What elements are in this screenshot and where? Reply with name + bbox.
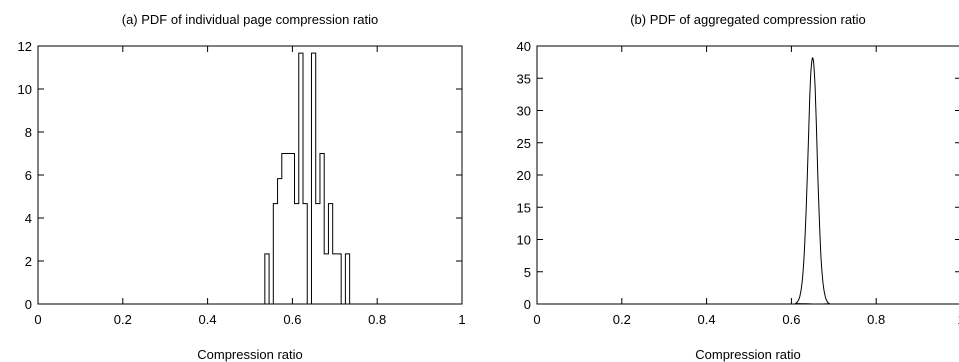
x-tick-label: 0.4 [199,312,217,327]
chart-b: (b) PDF of aggregated compression ratio … [517,12,959,362]
chart-b-title: (b) PDF of aggregated compression ratio [630,12,866,27]
chart-a-series-line [38,52,462,305]
x-tick-label: 0.2 [114,312,132,327]
y-tick-label: 20 [517,168,531,183]
y-tick-label: 4 [25,211,32,226]
x-tick-label: 0.6 [782,312,800,327]
y-tick-label: 10 [18,82,32,97]
x-tick-label: 0 [533,312,540,327]
y-tick-label: 8 [25,125,32,140]
chart-b-series-line [536,57,959,305]
y-tick-label: 12 [18,39,32,54]
y-tick-label: 35 [517,71,531,86]
y-tick-label: 25 [517,136,531,151]
y-tick-label: 2 [25,254,32,269]
y-tick-label: 6 [25,168,32,183]
chart-a-ticks [37,45,463,305]
y-tick-label: 0 [25,297,32,312]
y-tick-label: 10 [517,233,531,248]
y-tick-label: 5 [524,265,531,280]
chart-a: (a) PDF of individual page compression r… [18,12,466,362]
x-tick-label: 0.6 [283,312,301,327]
y-tick-label: 0 [524,297,531,312]
x-tick-label: 0 [34,312,41,327]
chart-a-x-axis-label: Compression ratio [197,347,303,362]
x-tick-label: 0.8 [867,312,885,327]
chart-b-ticks [536,45,959,305]
chart-b-tick-labels: 00.20.40.60.810510152025303540 [517,39,959,327]
y-tick-label: 30 [517,104,531,119]
y-tick-label: 40 [517,39,531,54]
chart-a-title: (a) PDF of individual page compression r… [122,12,379,27]
x-tick-label: 0.2 [613,312,631,327]
chart-a-plot-frame [37,45,463,305]
x-tick-label: 1 [957,312,959,327]
chart-b-x-axis-label: Compression ratio [695,347,801,362]
x-tick-label: 0.4 [698,312,716,327]
y-tick-label: 15 [517,200,531,215]
chart-b-plot-frame [536,45,959,305]
x-tick-label: 0.8 [368,312,386,327]
x-tick-label: 1 [458,312,465,327]
